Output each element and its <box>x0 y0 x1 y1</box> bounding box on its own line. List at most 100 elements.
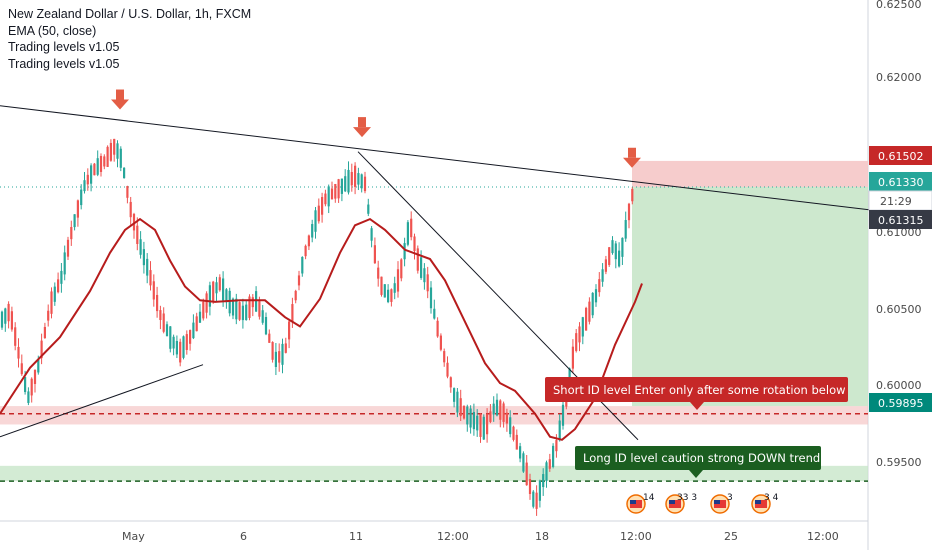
candle <box>340 178 343 202</box>
candle <box>575 329 578 353</box>
candle <box>261 305 264 325</box>
last-price-tag: 0.61315 <box>869 210 932 229</box>
candle <box>532 490 535 509</box>
candle <box>70 220 73 246</box>
countdown-tag: 21:29 <box>868 190 932 211</box>
event-flag-icon[interactable]: 14 <box>626 493 655 514</box>
candle <box>80 184 83 210</box>
candle <box>238 301 241 322</box>
candle <box>57 272 60 294</box>
long-id-callout-box <box>575 446 821 470</box>
candle <box>202 298 205 321</box>
x-tick-label: 12:00 <box>437 530 469 543</box>
trading-levels-label-2[interactable]: Trading levels v1.05 <box>8 56 120 71</box>
candle <box>614 240 617 269</box>
trendline[interactable] <box>0 364 204 438</box>
candle <box>449 376 452 393</box>
candle <box>83 171 86 194</box>
candle <box>621 237 624 265</box>
target-price-text: 0.59895 <box>878 397 924 410</box>
candle <box>373 237 376 265</box>
candle <box>591 292 594 319</box>
target-price-tag: 0.59895 <box>869 393 932 412</box>
short-id-callout-pointer <box>690 402 704 410</box>
candle <box>344 169 347 193</box>
trendline[interactable] <box>0 105 871 211</box>
candle <box>149 261 152 291</box>
candle <box>119 146 122 172</box>
candle <box>307 234 310 251</box>
candle <box>400 258 403 282</box>
time-axis[interactable]: May 6 11 12:00 18 12:00 25 12:00 <box>122 530 839 543</box>
ema-indicator-label[interactable]: EMA (50, close) <box>8 23 97 38</box>
price-axis[interactable]: 0.62500 0.62000 0.61000 0.60500 0.60000 … <box>876 0 922 469</box>
event-flag-icon[interactable]: 3 4 <box>751 493 779 514</box>
y-tick-label: 0.60000 <box>876 379 922 392</box>
event-flag-icon[interactable]: 33 3 <box>665 493 697 514</box>
economic-events[interactable]: 14 33 3 3 3 4 <box>626 493 779 514</box>
event-flag-icon[interactable]: 3 <box>710 493 733 514</box>
candle <box>90 163 93 192</box>
long-id-callout[interactable]: Long ID level caution strong DOWN trend <box>575 446 821 478</box>
candle <box>281 338 284 374</box>
current-price-text: 0.61330 <box>878 176 924 189</box>
candle <box>327 184 330 214</box>
candle <box>558 414 561 442</box>
trading-levels-label-1[interactable]: Trading levels v1.05 <box>8 40 120 54</box>
candle <box>459 389 462 421</box>
candle <box>225 288 228 309</box>
candle <box>50 287 53 319</box>
candle <box>278 343 281 372</box>
y-tick-label: 0.61000 <box>876 226 922 239</box>
chart-legend[interactable]: New Zealand Dollar / U.S. Dollar, 1h, FX… <box>8 6 251 72</box>
candle <box>482 414 485 441</box>
candle <box>301 256 304 277</box>
x-tick-label: 18 <box>535 530 549 543</box>
candle <box>228 287 231 317</box>
candle <box>330 181 334 200</box>
candle <box>27 387 30 406</box>
candle <box>324 189 327 207</box>
candle <box>17 338 20 368</box>
candle <box>354 162 357 195</box>
candle <box>192 314 195 340</box>
candle <box>30 377 33 403</box>
candle <box>235 293 238 325</box>
candle <box>156 286 159 318</box>
candle <box>20 354 23 376</box>
long-id-callout-text: Long ID level caution strong DOWN trend <box>583 451 820 465</box>
candle <box>423 263 426 290</box>
candle <box>515 429 518 450</box>
candle <box>86 168 89 191</box>
candle <box>594 284 598 307</box>
candle <box>264 312 268 336</box>
symbol-title[interactable]: New Zealand Dollar / U.S. Dollar, 1h, FX… <box>8 7 252 21</box>
candle <box>317 198 320 224</box>
candle <box>297 270 301 291</box>
candle <box>387 284 390 304</box>
candle <box>43 322 46 339</box>
candle <box>241 298 244 329</box>
candle <box>132 212 136 239</box>
candle <box>502 401 505 428</box>
x-tick-label: 11 <box>349 530 363 543</box>
short-id-callout[interactable]: Short ID level Enter only after some rot… <box>545 377 848 410</box>
candle <box>535 485 538 516</box>
candle <box>288 318 291 349</box>
candle <box>479 413 482 443</box>
short-id-callout-box <box>545 377 848 402</box>
candle <box>152 274 155 307</box>
candle <box>93 162 96 176</box>
candle <box>165 321 169 337</box>
candle <box>96 150 99 177</box>
candle <box>291 297 294 328</box>
candle <box>360 173 363 193</box>
candle <box>410 211 413 241</box>
candle <box>367 198 370 217</box>
short-id-zone <box>0 406 868 425</box>
x-tick-label: May <box>122 530 145 543</box>
candle <box>268 329 271 343</box>
candle <box>453 387 456 408</box>
candle <box>509 410 512 438</box>
